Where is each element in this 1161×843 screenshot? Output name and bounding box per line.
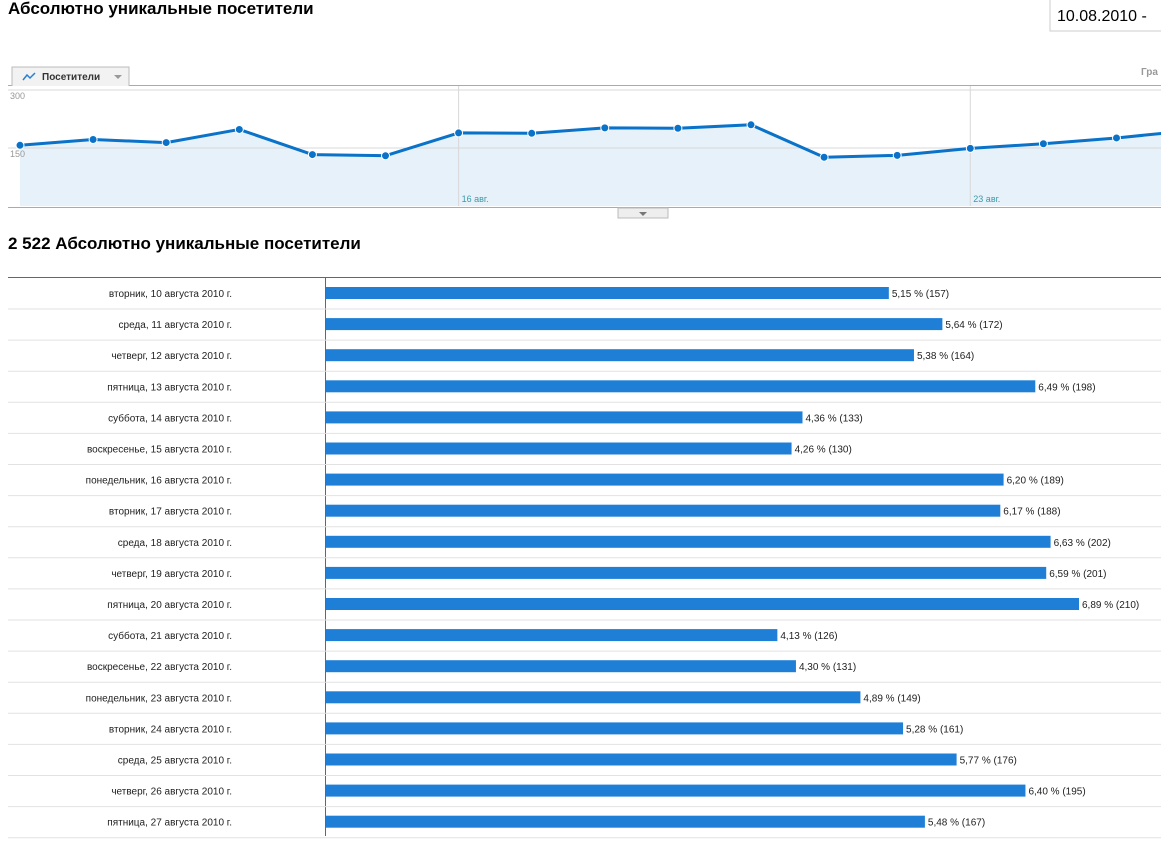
row-label: вторник, 17 августа 2010 г. bbox=[109, 507, 232, 518]
tab-dropdown[interactable] bbox=[114, 75, 122, 79]
row-label: воскресенье, 15 августа 2010 г. bbox=[87, 445, 232, 456]
row-label: суббота, 14 августа 2010 г. bbox=[108, 412, 232, 424]
row-label: среда, 25 августа 2010 г. bbox=[118, 756, 232, 767]
plot bbox=[8, 86, 1161, 206]
bar bbox=[326, 287, 889, 299]
bar bbox=[326, 753, 957, 766]
row-label: четверг, 26 августа 2010 г. bbox=[111, 787, 232, 798]
y-tick-label: 150 bbox=[10, 149, 25, 159]
tab-icon bbox=[22, 72, 36, 81]
row-label: пятница, 27 августа 2010 г. bbox=[107, 818, 232, 829]
point bbox=[600, 123, 610, 133]
bar bbox=[326, 504, 1001, 517]
row-label: воскресенье, 22 августа 2010 г. bbox=[87, 662, 232, 673]
bar bbox=[326, 535, 1051, 548]
value-label: 6,59 % (201) bbox=[1049, 569, 1106, 580]
row-label: среда, 18 августа 2010 г. bbox=[118, 538, 232, 549]
bar bbox=[326, 566, 1047, 579]
point bbox=[454, 128, 464, 138]
bar bbox=[326, 380, 1036, 393]
value-label: 4,30 % (131) bbox=[799, 662, 856, 673]
row-label: суббота, 21 августа 2010 г. bbox=[108, 630, 232, 642]
bar bbox=[326, 691, 861, 704]
bar bbox=[326, 442, 792, 455]
point bbox=[1038, 139, 1048, 149]
bar bbox=[326, 473, 1004, 486]
point bbox=[161, 138, 171, 148]
value-label: 5,28 % (161) bbox=[906, 724, 963, 735]
point bbox=[746, 120, 756, 130]
tab-label[interactable]: Посетители bbox=[42, 72, 100, 83]
date-box[interactable] bbox=[1049, 0, 1161, 32]
bar bbox=[326, 411, 803, 424]
bar bbox=[326, 784, 1026, 797]
value-label: 5,77 % (176) bbox=[960, 756, 1017, 767]
row-label: среда, 11 августа 2010 г. bbox=[119, 320, 232, 331]
date-range[interactable]: 10.08.2010 - bbox=[1057, 8, 1147, 25]
value-label: 6,17 % (188) bbox=[1003, 507, 1060, 518]
point bbox=[307, 150, 317, 160]
x-tick-label: 23 авг. bbox=[973, 194, 1000, 204]
tab[interactable] bbox=[11, 66, 130, 86]
x-tick-label: 16 авг. bbox=[462, 194, 489, 204]
point bbox=[234, 124, 244, 134]
point bbox=[1112, 133, 1121, 143]
value-label: 4,36 % (133) bbox=[805, 413, 862, 424]
bar bbox=[326, 349, 914, 362]
table: вторник, 10 августа 2010 г. 5,15 % (157) с… bbox=[8, 287, 1161, 839]
area bbox=[20, 124, 1161, 206]
bar bbox=[326, 660, 796, 673]
row-label: пятница, 20 августа 2010 г. bbox=[107, 600, 232, 611]
bar bbox=[326, 629, 778, 642]
bar bbox=[326, 815, 925, 828]
value-label: 6,40 % (195) bbox=[1028, 787, 1085, 798]
bar bbox=[326, 722, 904, 735]
graph-link[interactable]: Гра bbox=[1141, 67, 1158, 78]
value-label: 4,89 % (149) bbox=[863, 693, 920, 704]
row-label: пятница, 13 августа 2010 г. bbox=[107, 382, 232, 393]
point bbox=[892, 150, 902, 160]
point bbox=[965, 143, 975, 153]
row-label: четверг, 19 августа 2010 г. bbox=[111, 569, 232, 580]
value-label: 5,38 % (164) bbox=[917, 351, 974, 362]
row-label: вторник, 10 августа 2010 г. bbox=[109, 289, 232, 300]
row-label: вторник, 24 августа 2010 г. bbox=[109, 724, 232, 735]
value-label: 6,63 % (202) bbox=[1054, 538, 1111, 549]
value-label: 4,26 % (130) bbox=[795, 445, 852, 456]
point bbox=[15, 140, 25, 150]
value-label: 5,64 % (172) bbox=[945, 320, 1002, 331]
row-label: четверг, 12 августа 2010 г. bbox=[111, 351, 232, 362]
bar bbox=[326, 598, 1079, 610]
point bbox=[381, 151, 390, 161]
row-label: понедельник, 23 августа 2010 г. bbox=[86, 693, 232, 704]
page-title: Абсолютно уникальные посетители bbox=[8, 0, 314, 18]
bar bbox=[326, 318, 943, 331]
value-label: 5,15 % (157) bbox=[892, 289, 949, 300]
point bbox=[527, 128, 537, 138]
value-label: 5,48 % (167) bbox=[928, 818, 985, 829]
value-label: 4,13 % (126) bbox=[780, 631, 837, 642]
collapse-arrow bbox=[639, 212, 647, 216]
row-label: понедельник, 16 августа 2010 г. bbox=[86, 476, 232, 487]
line bbox=[19, 123, 1161, 159]
value-label: 6,49 % (198) bbox=[1038, 382, 1095, 393]
value-label: 6,20 % (189) bbox=[1007, 476, 1064, 487]
point bbox=[88, 134, 98, 144]
y-tick-label: 300 bbox=[10, 91, 25, 101]
point bbox=[819, 152, 829, 162]
section-title: 2 522 Абсолютно уникальные посетители bbox=[8, 234, 361, 253]
value-label: 6,89 % (210) bbox=[1082, 600, 1139, 611]
point bbox=[673, 123, 683, 133]
